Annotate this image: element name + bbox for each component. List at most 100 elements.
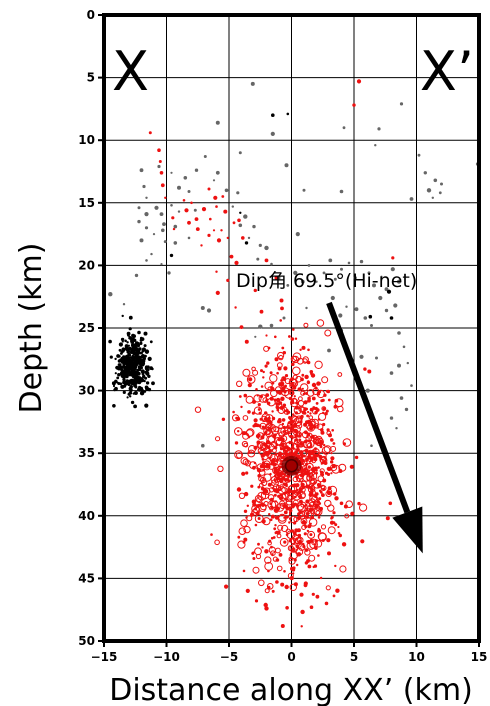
hypocenter-point bbox=[293, 502, 297, 506]
hypocenter-point bbox=[240, 519, 248, 528]
hypocenter-point bbox=[250, 81, 255, 86]
hypocenter-point bbox=[256, 440, 261, 445]
hypocenter-point bbox=[317, 466, 320, 469]
hypocenter-point bbox=[125, 363, 130, 367]
hypocenter-point bbox=[266, 397, 276, 407]
hypocenter-point bbox=[287, 485, 296, 494]
dip-arrow-head bbox=[392, 506, 423, 554]
hypocenter-point bbox=[277, 420, 281, 424]
hypocenter-point bbox=[220, 229, 223, 232]
hypocenter-point bbox=[309, 370, 314, 374]
hypocenter-point bbox=[215, 170, 220, 175]
mainshock-core bbox=[284, 458, 299, 473]
hypocenter-point bbox=[280, 442, 283, 445]
hypocenter-point bbox=[247, 236, 251, 240]
hypocenter-point bbox=[254, 547, 262, 556]
hypocenter-point bbox=[324, 329, 332, 337]
hypocenter-point bbox=[283, 540, 287, 544]
hypocenter-point bbox=[258, 469, 266, 476]
hypocenter-point bbox=[247, 410, 251, 414]
hypocenter-point bbox=[250, 451, 253, 454]
hypocenter-point bbox=[269, 371, 273, 375]
hypocenter-point bbox=[438, 191, 442, 195]
hypocenter-point bbox=[320, 431, 325, 435]
hypocenter-point bbox=[326, 472, 331, 476]
hypocenter-point bbox=[315, 594, 320, 599]
hypocenter-point bbox=[243, 537, 248, 542]
hypocenter-point bbox=[325, 585, 331, 591]
hypocenter-point bbox=[328, 485, 338, 495]
hypocenter-point bbox=[236, 452, 243, 459]
hypocenter-point bbox=[122, 380, 126, 385]
hypocenter-point bbox=[337, 405, 344, 413]
hypocenter-point bbox=[129, 395, 132, 398]
hypocenter-point bbox=[280, 582, 285, 587]
hypocenter-point bbox=[252, 557, 256, 560]
hypocenter-point bbox=[295, 447, 300, 452]
hypocenter-point bbox=[264, 606, 269, 611]
hypocenter-point bbox=[290, 383, 295, 388]
hypocenter-point bbox=[207, 233, 211, 237]
hypocenter-point bbox=[262, 468, 265, 472]
hypocenter-point bbox=[271, 113, 275, 117]
hypocenter-point bbox=[293, 429, 298, 434]
hypocenter-point bbox=[303, 322, 309, 328]
hypocenter-point bbox=[272, 536, 276, 539]
hypocenter-point bbox=[112, 384, 116, 388]
hypocenter-point bbox=[224, 584, 229, 589]
hypocenter-point bbox=[284, 163, 289, 168]
hypocenter-point bbox=[330, 515, 334, 519]
hypocenter-point bbox=[234, 260, 239, 265]
hypocenter-point bbox=[274, 357, 279, 362]
hypocenter-point bbox=[207, 187, 211, 191]
hypocenter-point bbox=[264, 381, 273, 390]
hypocenter-point bbox=[326, 466, 331, 471]
hypocenter-point bbox=[292, 352, 302, 362]
hypocenter-point bbox=[126, 333, 130, 337]
hypocenter-point bbox=[232, 221, 236, 225]
hypocenter-point bbox=[244, 460, 252, 467]
hypocenter-point bbox=[289, 583, 297, 591]
hypocenter-point bbox=[132, 352, 136, 356]
hypocenter-point bbox=[151, 367, 154, 371]
hypocenter-point bbox=[118, 363, 122, 367]
hypocenter-point bbox=[243, 214, 248, 219]
hypocenter-point bbox=[237, 540, 246, 549]
hypocenter-point bbox=[275, 580, 279, 584]
hypocenter-point bbox=[132, 392, 135, 395]
hypocenter-point bbox=[307, 564, 312, 569]
hypocenter-point bbox=[121, 340, 124, 343]
y-tick-label: 5 bbox=[87, 71, 95, 85]
hypocenter-point bbox=[139, 238, 144, 243]
y-tick-label: 45 bbox=[78, 571, 95, 585]
hypocenter-point bbox=[284, 446, 292, 455]
hypocenter-point bbox=[273, 479, 277, 482]
hypocenter-point bbox=[288, 511, 292, 514]
hypocenter-point bbox=[276, 397, 281, 403]
hypocenter-point bbox=[339, 501, 344, 506]
hypocenter-point bbox=[298, 487, 303, 492]
hypocenter-point bbox=[266, 435, 276, 445]
hypocenter-point bbox=[307, 465, 311, 469]
hypocenter-point bbox=[259, 464, 264, 469]
hypocenter-point bbox=[288, 513, 292, 516]
hypocenter-point bbox=[318, 412, 327, 421]
hypocenter-point bbox=[238, 492, 246, 499]
hypocenter-point bbox=[172, 227, 176, 231]
hypocenter-point bbox=[309, 522, 312, 525]
hypocenter-point bbox=[264, 424, 272, 431]
hypocenter-point bbox=[160, 263, 163, 266]
hypocenter-point bbox=[116, 354, 120, 358]
hypocenter-point bbox=[232, 410, 235, 414]
y-tick-label: 35 bbox=[78, 446, 95, 460]
hypocenter-point bbox=[291, 547, 296, 552]
hypocenter-point bbox=[170, 171, 173, 174]
x-tick-label: 15 bbox=[471, 650, 488, 664]
hypocenter-point bbox=[133, 383, 137, 388]
hypocenter-point bbox=[150, 252, 153, 256]
hypocenter-point bbox=[334, 564, 337, 568]
hypocenter-point bbox=[303, 532, 307, 536]
hypocenter-point bbox=[295, 483, 298, 487]
hypocenter-point bbox=[277, 494, 281, 498]
